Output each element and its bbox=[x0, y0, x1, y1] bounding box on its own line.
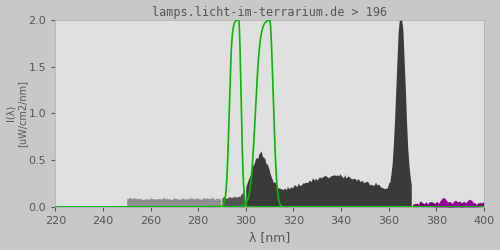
X-axis label: λ [nm]: λ [nm] bbox=[249, 232, 290, 244]
Y-axis label: I(λ)
[uW/cm2/nm]: I(λ) [uW/cm2/nm] bbox=[6, 80, 27, 147]
Title: lamps.licht-im-terrarium.de > 196: lamps.licht-im-terrarium.de > 196 bbox=[152, 6, 387, 18]
